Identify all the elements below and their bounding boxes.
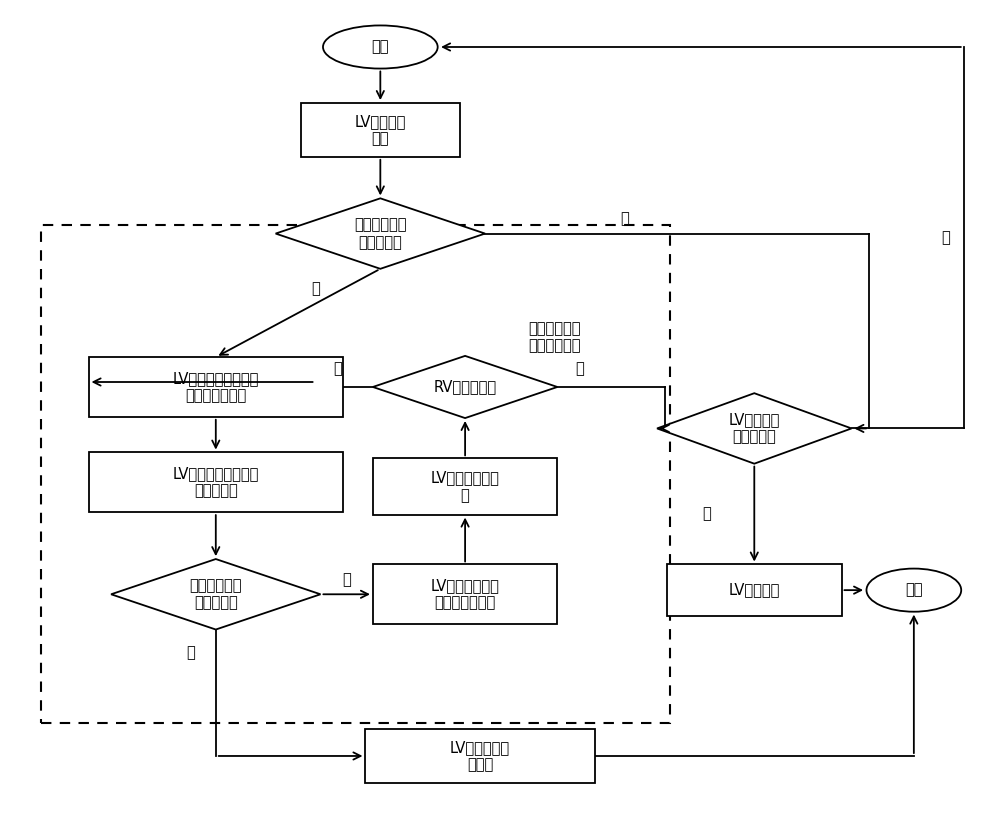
Bar	[373, 458, 557, 515]
Polygon shape	[276, 198, 485, 269]
Text: LV构建动态博弈模型
并评估两车收益: LV构建动态博弈模型 并评估两车收益	[173, 371, 259, 404]
Text: 开始: 开始	[372, 39, 389, 55]
Text: 否: 否	[620, 211, 629, 226]
Text: 满足换道博弈
开始条件？: 满足换道博弈 开始条件？	[354, 217, 407, 250]
Text: 否: 否	[334, 361, 342, 376]
Polygon shape	[657, 394, 852, 463]
Text: LV开启转向灯并
试探性横向偏移: LV开启转向灯并 试探性横向偏移	[431, 578, 500, 611]
Bar	[301, 103, 460, 157]
Text: 否: 否	[342, 572, 351, 587]
Bar	[89, 453, 343, 513]
Ellipse shape	[866, 568, 961, 612]
Text: LV通过逆向归纳法求
出最优策略: LV通过逆向归纳法求 出最优策略	[173, 466, 259, 498]
Text: 是: 是	[702, 507, 711, 522]
Text: 是: 是	[186, 646, 195, 661]
Ellipse shape	[323, 26, 438, 68]
Text: RV选择避让？: RV选择避让？	[434, 379, 497, 394]
Text: LV是否满足
换道条件？: LV是否满足 换道条件？	[729, 412, 780, 444]
Text: 自动驾驶嵌套
换道博弈算法: 自动驾驶嵌套 换道博弈算法	[529, 321, 581, 354]
Text: LV选择换道加速
度: LV选择换道加速 度	[431, 470, 500, 503]
Bar	[365, 729, 595, 783]
Polygon shape	[373, 356, 557, 418]
Text: 否: 否	[941, 230, 950, 245]
Text: 满足换道博弈
终止条件？: 满足换道博弈 终止条件？	[190, 578, 242, 611]
Text: 结束: 结束	[905, 582, 923, 597]
Polygon shape	[111, 559, 320, 630]
Text: 是: 是	[311, 281, 320, 296]
Text: 是: 是	[575, 361, 584, 376]
Bar	[373, 564, 557, 624]
Text: LV开始换道: LV开始换道	[729, 582, 780, 597]
Text: LV在原车道继
续跟驰: LV在原车道继 续跟驰	[450, 740, 510, 772]
Bar	[41, 225, 670, 723]
Bar	[89, 357, 343, 417]
Text: LV产生换道
意图: LV产生换道 意图	[355, 114, 406, 146]
Bar	[667, 564, 842, 616]
